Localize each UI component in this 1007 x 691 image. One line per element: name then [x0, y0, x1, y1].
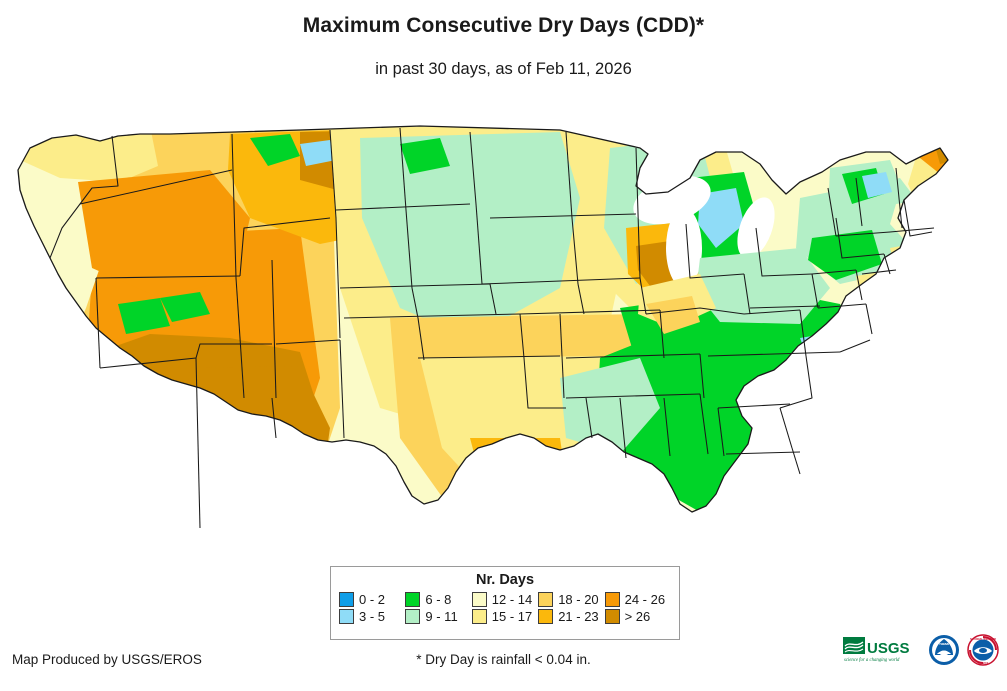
legend-swatch-15-17 [471, 609, 487, 624]
nws-top-text: NATIONAL WEATHER [970, 638, 996, 641]
legend-item-24-26: 24 - 26 [604, 591, 671, 607]
nws-bottom-text: SERVICE [978, 662, 989, 665]
layer-wyoming-green-speckle [160, 292, 210, 322]
legend-item-3-5: 3 - 5 [339, 609, 405, 624]
layer-dakota-green-patch [400, 138, 450, 174]
layer-ohio-core-9-11 [714, 256, 800, 308]
layer-florida-9-11 [768, 444, 824, 512]
legend-swatch-0-2 [339, 592, 354, 607]
layer-rockies-green-speckle [250, 134, 300, 166]
layer-rockies-cyan-speckle [300, 140, 336, 166]
dry-day-note: * Dry Day is rainfall < 0.04 in. [416, 652, 591, 667]
legend-label-18-20: 18 - 20 [558, 591, 599, 607]
layer-georgia-6-8 [700, 428, 810, 508]
legend-swatch-6-8 [405, 592, 421, 607]
legend-title: Nr. Days [475, 572, 535, 588]
page-subtitle: in past 30 days, as of Feb 11, 2026 [375, 60, 632, 78]
conus-cdd-map[interactable] [0, 108, 1007, 548]
layer-nebraska-9-11 [390, 142, 534, 274]
layer-great-basin-26plus [86, 334, 318, 512]
legend-column-2: 6 - 8 9 - 11 [405, 592, 471, 624]
map-container[interactable] [0, 108, 1007, 548]
legend-item-9-11: 9 - 11 [405, 609, 471, 624]
legend-column-4: 18 - 20 21 - 23 [538, 592, 604, 624]
state-boundaries [17, 125, 949, 529]
legend-swatch-21-23 [538, 609, 554, 624]
layer-illinois-18-20 [646, 296, 700, 334]
legend-swatch-24-26 [604, 592, 620, 607]
legend-item-6-8: 6 - 8 [405, 592, 471, 607]
layer-ark-la-9-11 [560, 358, 660, 454]
legend-label-0-2: 0 - 2 [359, 591, 386, 607]
legend-swatch-9-11 [405, 609, 421, 624]
nws-logo: NATIONAL WEATHER SERVICE [967, 634, 999, 666]
legend-label-24-26: 24 - 26 [624, 591, 666, 607]
legend-item-12-14: 12 - 14 [471, 591, 538, 607]
layer-southern-newengland-15-17 [890, 242, 930, 276]
legend-item-0-2: 0 - 2 [339, 592, 405, 607]
layer-oregon-idaho-24-26 [78, 170, 250, 298]
noaa-logo: noaa [929, 635, 959, 665]
agency-logos: USGS science for a changing world noaa N… [843, 634, 999, 666]
legend-item-18-20: 18 - 20 [538, 592, 604, 607]
legend-item-over-26: > 26 [604, 608, 671, 624]
legend-column-5: 24 - 26 > 26 [604, 591, 671, 624]
legend-grid: 0 - 2 3 - 5 6 - 8 9 - 11 12 - 14 [331, 588, 679, 624]
layer-florida-15-17 [778, 480, 812, 512]
legend-label-over-26: > 26 [624, 608, 651, 624]
map-raster-layers [18, 126, 948, 512]
legend-item-15-17: 15 - 17 [471, 608, 538, 624]
layer-washington-15-17 [20, 126, 158, 182]
legend: Nr. Days 0 - 2 3 - 5 6 - 8 9 - 11 [330, 566, 680, 640]
legend-column-1: 0 - 2 3 - 5 [339, 592, 405, 624]
legend-label-12-14: 12 - 14 [491, 591, 533, 607]
layer-south-texas-21-23 [470, 438, 566, 512]
layer-colorado-green-speckle [118, 298, 170, 334]
usgs-wordmark: USGS [867, 640, 910, 657]
layer-florida-21-23 [786, 498, 806, 512]
legend-swatch-18-20 [538, 592, 554, 607]
layer-south-texas-26plus [496, 464, 556, 512]
legend-column-3: 12 - 14 15 - 17 [471, 591, 538, 624]
layer-narragansett-3-5 [906, 256, 930, 278]
legend-label-6-8: 6 - 8 [425, 591, 452, 607]
layer-pennsylvania-green [808, 230, 882, 280]
usgs-logo: USGS science for a changing world [843, 637, 910, 663]
layer-tidewater-0-2 [852, 334, 890, 364]
legend-label-3-5: 3 - 5 [359, 608, 386, 624]
legend-swatch-over-26 [604, 609, 620, 624]
layer-adirondack-cyan [862, 172, 892, 198]
legend-item-21-23: 21 - 23 [538, 609, 604, 624]
legend-label-21-23: 21 - 23 [558, 608, 599, 624]
national-outline [17, 125, 949, 513]
legend-swatch-12-14 [471, 592, 487, 607]
usgs-tagline: science for a changing world [844, 658, 900, 663]
map-credit: Map Produced by USGS/EROS [12, 652, 202, 667]
lake-michigan-nodata [666, 208, 702, 288]
legend-label-15-17: 15 - 17 [491, 608, 533, 624]
noaa-wordmark: noaa [939, 641, 949, 646]
legend-label-9-11: 9 - 11 [425, 608, 458, 624]
legend-swatch-3-5 [339, 609, 354, 624]
page-title: Maximum Consecutive Dry Days (CDD)* [302, 14, 705, 37]
layer-southwest-26plus [180, 366, 330, 512]
layer-michigan-cyan-patch [698, 188, 744, 248]
